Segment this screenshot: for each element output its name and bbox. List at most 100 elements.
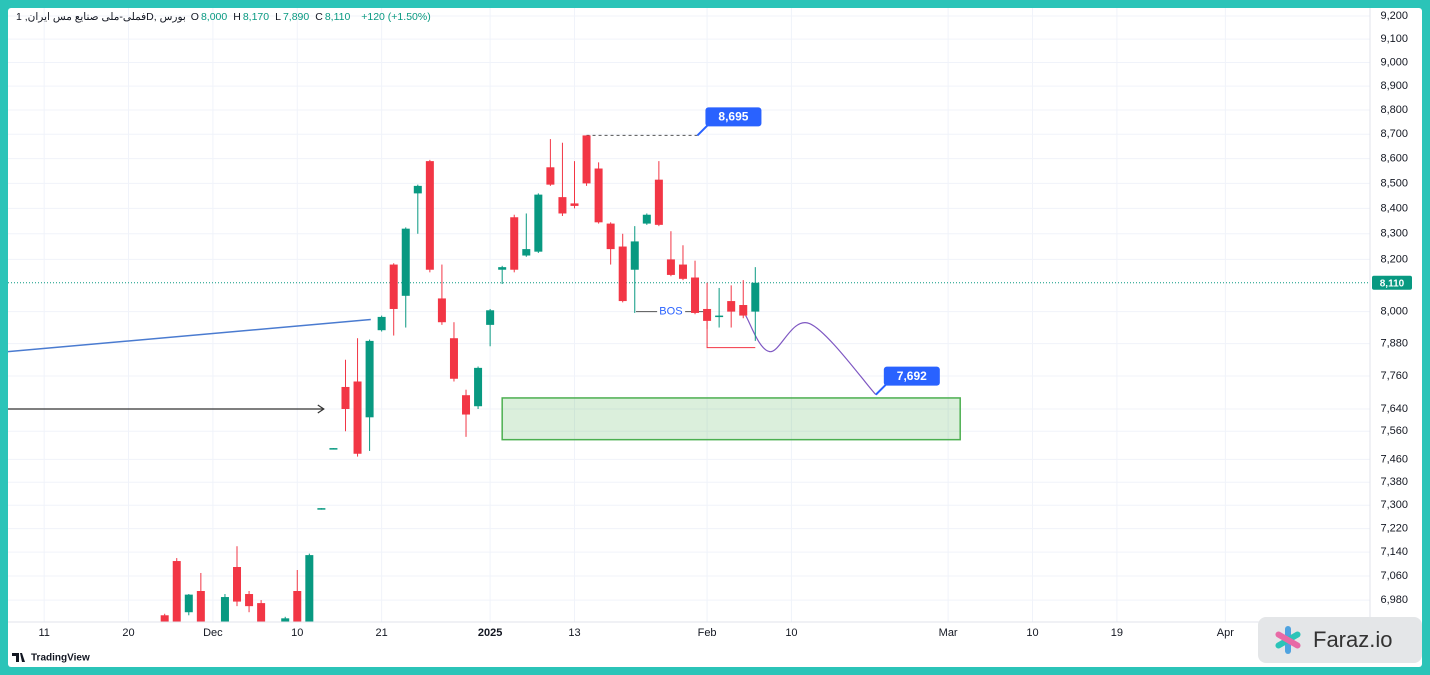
- candle-body: [558, 197, 567, 214]
- callout-box: [705, 107, 762, 127]
- ohlc-key: H: [233, 11, 241, 23]
- trend-line: [8, 318, 371, 353]
- callout-label: 7,692: [897, 369, 927, 383]
- y-tick-label: 8,500: [1380, 177, 1408, 189]
- candle-body: [389, 264, 398, 309]
- y-tick-label: 9,200: [1380, 10, 1408, 22]
- candle-body: [594, 168, 603, 223]
- watermark-text: Faraz.io: [1313, 627, 1392, 652]
- candle-body: [606, 223, 615, 250]
- callout-label: 8,695: [718, 110, 748, 124]
- candle-body: [401, 228, 410, 296]
- y-tick-label: 8,400: [1380, 202, 1408, 214]
- arrow-head: [317, 404, 325, 414]
- y-tick-label: 7,140: [1380, 546, 1408, 558]
- y-tick-label: 8,700: [1380, 128, 1408, 140]
- x-tick-label: 11: [38, 627, 49, 639]
- y-tick-label: 7,300: [1380, 499, 1408, 511]
- x-tick-label: Mar: [939, 627, 958, 639]
- x-tick-label: Dec: [203, 627, 223, 639]
- candle-body: [618, 246, 627, 302]
- candle-body: [691, 277, 700, 313]
- y-tick-label: 7,460: [1380, 453, 1408, 465]
- tradingview-logo: TradingView: [12, 653, 90, 664]
- y-tick-label: 7,560: [1380, 425, 1408, 437]
- candle-body: [437, 298, 446, 323]
- candle-body: [522, 249, 531, 256]
- plot-area: BOS: [8, 134, 1370, 622]
- candle-body: [510, 217, 519, 270]
- y-tick-label: 8,600: [1380, 153, 1408, 165]
- watermark-badge: Faraz.io: [1258, 617, 1422, 663]
- candle-body: [293, 591, 302, 622]
- y-tick-label: 8,000: [1380, 306, 1408, 318]
- candle-body: [317, 508, 326, 510]
- y-tick-label: 8,900: [1380, 80, 1408, 92]
- ohlc-key: C: [315, 11, 323, 23]
- candle-body: [413, 185, 422, 194]
- y-tick-label: 9,000: [1380, 56, 1408, 68]
- axes: 9,200 9,100 9,000 8,900 8,800 8,700 8,600 8,500…: [8, 8, 1412, 639]
- x-tick-label: 19: [1111, 627, 1123, 639]
- ohlc-value: 7,890: [282, 11, 310, 23]
- candle-body: [341, 386, 350, 409]
- candle-body: [570, 203, 579, 206]
- x-tick-label: 2025: [478, 627, 502, 639]
- y-tick-label: 7,220: [1380, 522, 1408, 534]
- candle-body: [172, 561, 181, 622]
- candle-body: [546, 167, 555, 185]
- y-tick-label: 8,800: [1380, 104, 1408, 116]
- x-tick-label: 10: [785, 627, 797, 639]
- candle-body: [329, 448, 338, 450]
- x-tick-label: 20: [122, 627, 134, 639]
- candle-body: [727, 301, 736, 312]
- y-tick-label: 7,640: [1380, 403, 1408, 415]
- candle-body: [425, 161, 434, 270]
- candle-body: [184, 594, 193, 613]
- ohlc: O 8,000 H 8,170 L 7,890 C 8,110: [191, 11, 357, 23]
- change: +120 (+1.50%): [361, 11, 431, 23]
- symbol: فملی-ملی صنایع مس ایران, 1D, بورس: [16, 11, 186, 23]
- candle-body: [582, 135, 591, 184]
- candle-body: [220, 597, 229, 622]
- price-label: 8,110: [1380, 278, 1405, 289]
- y-tick-label: 7,060: [1380, 570, 1408, 582]
- candle-body: [305, 555, 314, 622]
- ohlc-value: 8,170: [242, 11, 270, 23]
- y-tick-label: 7,760: [1380, 370, 1408, 382]
- ohlc-key: L: [275, 11, 281, 23]
- candle-body: [474, 367, 483, 407]
- candle-body: [751, 282, 760, 312]
- candle-body: [642, 214, 651, 224]
- header: فملی-ملی صنایع مس ایران, 1D, بورس O 8,000…: [16, 11, 437, 23]
- candle-body: [233, 567, 242, 602]
- x-tick-label: Apr: [1217, 627, 1234, 639]
- candle-body: [281, 618, 290, 622]
- logo-icon: [12, 653, 25, 662]
- callout-box: [883, 366, 940, 386]
- candle-body: [365, 340, 374, 418]
- candle-body: [196, 591, 205, 622]
- x-tick-label: 13: [568, 627, 580, 639]
- x-tick-label: 10: [1026, 627, 1038, 639]
- grid: [8, 8, 1370, 622]
- y-tick-label: 8,300: [1380, 228, 1408, 240]
- ohlc-value: 8,000: [200, 11, 228, 23]
- y-tick-label: 6,980: [1380, 594, 1408, 606]
- candle-body: [703, 308, 712, 321]
- candle-body: [257, 603, 266, 622]
- footer-text: TradingView: [31, 653, 90, 664]
- bos-label: BOS: [659, 306, 682, 318]
- candle-body: [245, 594, 254, 607]
- price-label-bg: [1372, 275, 1412, 290]
- ohlc-value: 8,110: [324, 11, 351, 23]
- candle-body: [462, 395, 471, 415]
- x-tick-label: Feb: [698, 627, 717, 639]
- candle-body: [160, 615, 169, 622]
- candle-body: [353, 381, 362, 454]
- candle-body: [739, 305, 748, 316]
- candle-body: [630, 241, 639, 270]
